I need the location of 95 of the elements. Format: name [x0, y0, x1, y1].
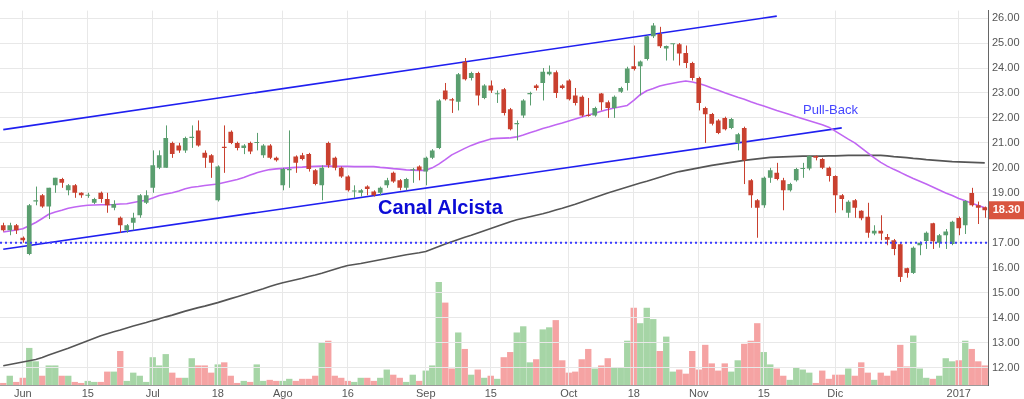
y-tick-label: 12.00 — [992, 360, 1020, 373]
bar — [929, 378, 936, 385]
bar — [461, 348, 468, 385]
y-tick-label: 13.00 — [992, 335, 1020, 348]
candlestick — [520, 98, 526, 119]
candlestick — [611, 94, 617, 119]
y-tick-label: 17.00 — [992, 235, 1020, 248]
x-tick-label: 16 — [341, 386, 354, 399]
candlestick — [423, 156, 429, 186]
candlestick — [852, 198, 858, 219]
annotation: Canal Alcista — [378, 195, 504, 218]
bar — [656, 351, 663, 385]
candlestick — [670, 43, 676, 62]
x-tick-label: 2017 — [946, 386, 971, 399]
candlestick — [832, 174, 838, 214]
y-tick-label: 25.00 — [992, 36, 1020, 49]
bar — [591, 368, 598, 385]
bar — [871, 379, 878, 385]
candlestick — [319, 164, 325, 201]
y-tick-label: 26.00 — [992, 11, 1020, 24]
candlestick — [949, 220, 955, 246]
bar — [318, 342, 325, 385]
bar — [474, 369, 481, 385]
x-tick-label: 15 — [81, 386, 94, 399]
y-tick-label: 15.00 — [992, 285, 1020, 298]
candlestick — [494, 89, 500, 104]
candlestick — [254, 132, 260, 151]
candlestick — [104, 192, 110, 214]
candlestick — [748, 178, 754, 209]
y-tick-label: 22.00 — [992, 110, 1020, 123]
candlestick — [137, 193, 143, 219]
candlestick — [800, 162, 806, 179]
y-tick-label: 20.00 — [992, 160, 1020, 173]
bar — [247, 381, 254, 385]
y-tick-label: 16.00 — [992, 260, 1020, 273]
candlestick — [780, 177, 786, 211]
y-tick-label: 23.00 — [992, 86, 1020, 98]
x-tick-label: Ago — [272, 386, 293, 399]
annotation: Pull-Back — [803, 101, 859, 117]
x-tick-label: 15 — [757, 386, 770, 399]
bar — [845, 368, 852, 385]
candlestick — [637, 60, 643, 96]
candlestick — [208, 153, 214, 179]
candlestick — [689, 61, 695, 81]
candlestick — [507, 107, 513, 131]
y-tick-label: 14.00 — [992, 310, 1020, 323]
x-tick-label: Dic — [827, 386, 844, 399]
bar — [39, 375, 46, 385]
bar — [6, 375, 13, 385]
x-tick-label: Oct — [560, 386, 578, 399]
bar — [240, 380, 247, 385]
candlestick — [553, 70, 559, 99]
bar — [110, 371, 117, 385]
candlestick — [624, 66, 630, 91]
candlestick — [631, 45, 637, 71]
candlestick — [702, 106, 708, 144]
candlestick — [943, 228, 949, 250]
bar — [494, 378, 501, 385]
annotation: 18.30 — [992, 203, 1021, 216]
x-tick-label: Jul — [145, 386, 160, 399]
bar — [0, 382, 7, 385]
candlestick — [585, 97, 591, 118]
candlestick — [956, 216, 962, 236]
bar — [58, 375, 65, 385]
candlestick — [462, 57, 468, 81]
x-tick-label: Nov — [688, 386, 710, 399]
candlestick — [475, 71, 481, 106]
y-tick-label: 21.00 — [992, 135, 1020, 148]
candlestick — [644, 35, 650, 62]
x-tick-label: 15 — [484, 386, 497, 399]
candlestick — [33, 186, 39, 206]
bar — [481, 377, 488, 385]
candlestick — [195, 119, 201, 148]
candlestick — [501, 87, 507, 116]
candlestick — [46, 187, 52, 220]
x-tick-label: 18 — [211, 386, 224, 399]
x-tick-label: Jun — [13, 386, 32, 399]
x-tick-label: Sep — [415, 386, 436, 399]
candlestick — [280, 167, 286, 191]
bar — [468, 374, 475, 385]
y-tick-label: 19.00 — [992, 185, 1020, 198]
x-tick-label: 18 — [627, 386, 640, 399]
candlestick — [969, 187, 975, 208]
y-tick-label: 24.00 — [992, 61, 1020, 74]
bar — [117, 351, 124, 385]
bar — [416, 380, 423, 385]
bar — [455, 332, 462, 385]
bar — [65, 375, 72, 385]
bar — [533, 359, 540, 385]
candlestick — [754, 198, 760, 239]
candlestick — [540, 67, 546, 101]
candlestick — [410, 167, 416, 184]
candlestick — [150, 149, 156, 194]
candlestick — [657, 26, 663, 49]
candlestick — [930, 222, 936, 250]
